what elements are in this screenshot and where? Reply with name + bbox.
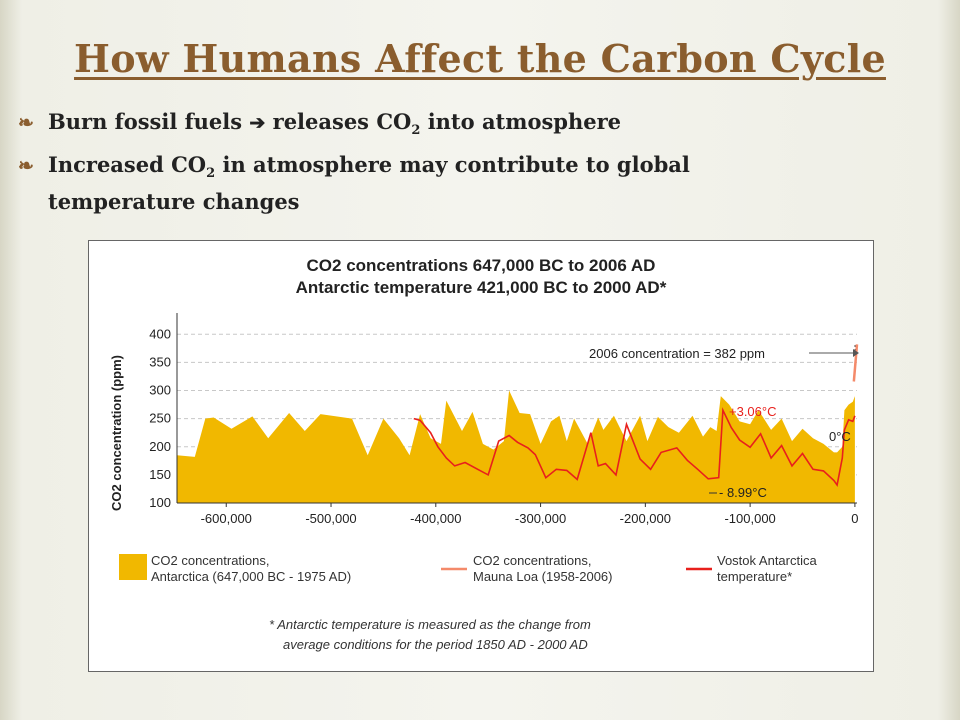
chart-title-line2: Antarctic temperature 421,000 BC to 2000… — [296, 278, 667, 297]
temperature-series — [413, 407, 856, 487]
y-tick-label: 200 — [149, 439, 171, 454]
legend-co2-line2: Antarctica (647,000 BC - 1975 AD) — [151, 569, 351, 584]
bullet-text: releases CO — [272, 109, 412, 134]
bullet-text: temperature changes — [48, 189, 300, 215]
legend-swatch-co2 — [119, 554, 147, 580]
bullet-mark-icon: ❧ — [18, 155, 34, 178]
y-tick-label: 150 — [149, 467, 171, 482]
bullet-text: in atmosphere may contribute to global — [222, 152, 690, 178]
y-tick-label: 300 — [149, 383, 171, 398]
annotation-temp-low: - 8.99°C — [719, 485, 767, 500]
chart-svg: CO2 concentrations 647,000 BC to 2006 AD… — [109, 256, 859, 652]
mauna-loa-series — [852, 344, 859, 382]
legend-co2-line1: CO2 concentrations, — [151, 553, 270, 568]
footnote-line1: * Antarctic temperature is measured as t… — [269, 617, 591, 632]
annotation-temp-high: +3.06°C — [729, 404, 776, 419]
bullet-mark-icon: ❧ — [18, 112, 34, 134]
x-tick-label: -200,000 — [620, 511, 671, 526]
footnote-line2: average conditions for the period 1850 A… — [283, 637, 588, 652]
legend-mauna-line2: Mauna Loa (1958-2006) — [473, 569, 613, 584]
chart-title-line1: CO2 concentrations 647,000 BC to 2006 AD — [307, 256, 656, 275]
bullet-list: ❧ Burn fossil fuels ➔ releases CO2 into … — [18, 108, 938, 222]
y-axis-label: CO2 concentration (ppm) — [109, 355, 124, 511]
legend-mauna-line1: CO2 concentrations, — [473, 553, 592, 568]
x-tick-label: -500,000 — [305, 511, 356, 526]
slide-title: How Humans Affect the Carbon Cycle — [74, 36, 886, 81]
bullet-text: Increased CO — [48, 152, 207, 178]
bullet-fossil-fuels: ❧ Burn fossil fuels ➔ releases CO2 into … — [18, 108, 938, 145]
x-tick-label: -400,000 — [410, 511, 461, 526]
legend-temp-line1: Vostok Antarctica — [717, 553, 817, 568]
y-tick-label: 400 — [149, 326, 171, 341]
bullet-increased-co2: ❧ Increased CO2 in atmosphere may contri… — [18, 151, 938, 216]
co2-chart: CO2 concentrations 647,000 BC to 2006 AD… — [88, 240, 874, 672]
y-tick-label: 100 — [149, 495, 171, 510]
bullet-text: Burn fossil fuels — [48, 109, 243, 134]
x-tick-label: -100,000 — [724, 511, 775, 526]
x-tick-label: 0 — [851, 511, 858, 526]
co2-area-series — [177, 390, 855, 503]
annotation-temp-zero: 0°C — [829, 429, 851, 444]
x-tick-label: -600,000 — [201, 511, 252, 526]
y-tick-label: 350 — [149, 354, 171, 369]
legend-temp-line2: temperature* — [717, 569, 792, 584]
arrow-right-icon: ➔ — [249, 112, 266, 134]
annotation-2006-concentration: 2006 concentration = 382 ppm — [589, 346, 765, 361]
subscript: 2 — [206, 166, 216, 182]
bullet-text: into atmosphere — [427, 109, 622, 134]
x-tick-label: -300,000 — [515, 511, 566, 526]
subscript: 2 — [411, 123, 421, 139]
y-tick-label: 250 — [149, 411, 171, 426]
